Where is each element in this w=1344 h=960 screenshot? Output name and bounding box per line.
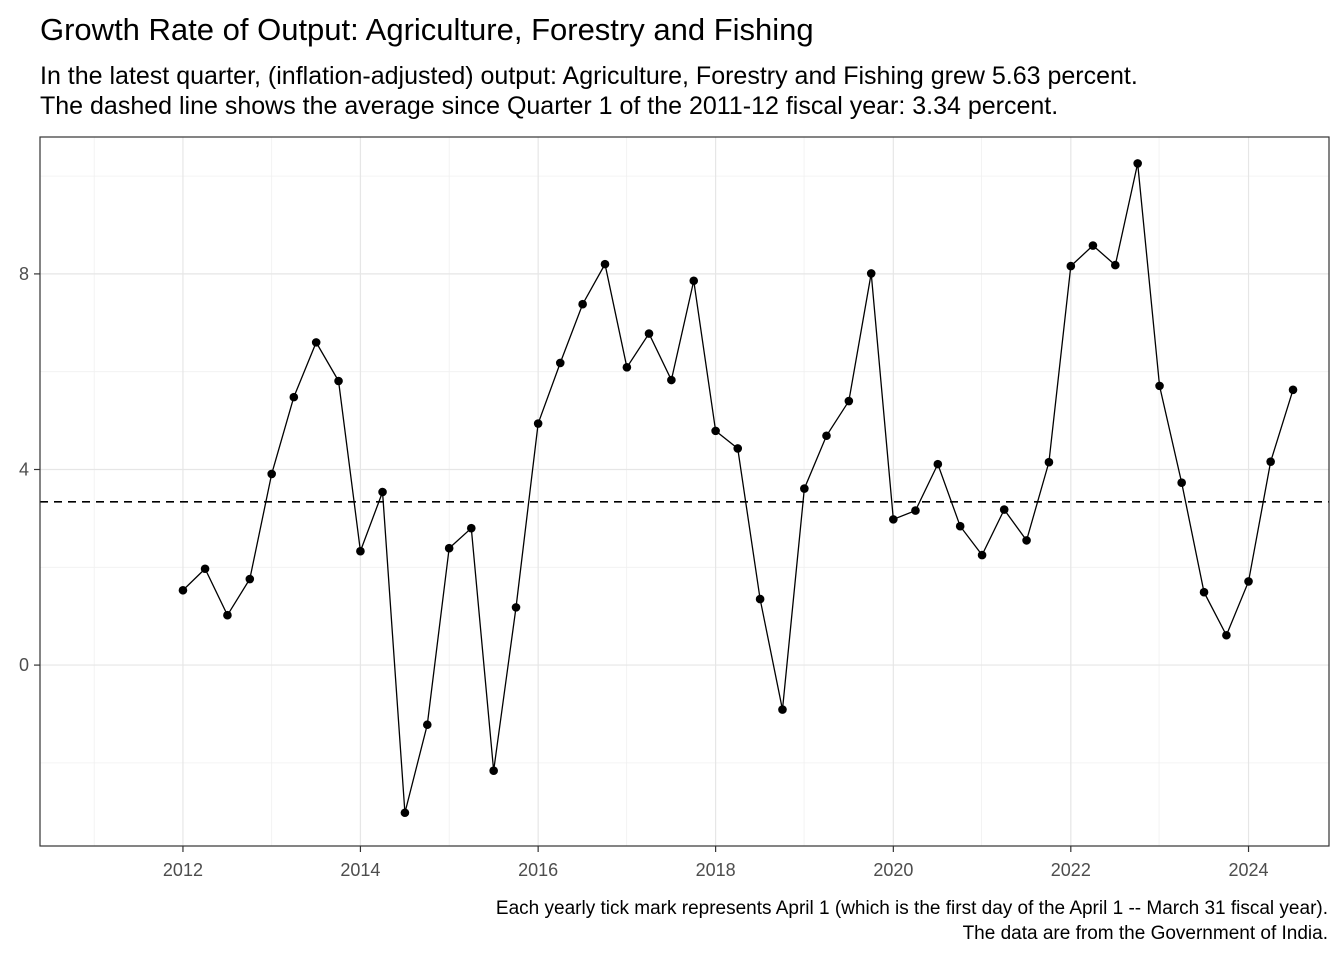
data-point xyxy=(977,550,987,560)
data-point xyxy=(1199,587,1209,597)
x-tick-label: 2024 xyxy=(1229,860,1269,880)
axes: 2012 2014 2016 2018 2020 2022 2024 0 4 8 xyxy=(19,264,1269,880)
data-point xyxy=(578,299,587,309)
data-point xyxy=(644,329,654,338)
data-point xyxy=(489,766,498,775)
growth-rate-line xyxy=(182,163,1294,813)
data-points xyxy=(178,159,1298,818)
caption-line-2: The data are from the Government of Indi… xyxy=(962,923,1328,944)
data-point xyxy=(1022,536,1031,545)
major-gridlines xyxy=(40,137,1329,846)
x-tick-label: 2020 xyxy=(873,860,913,880)
data-point xyxy=(223,610,232,620)
data-point xyxy=(689,276,699,286)
data-point xyxy=(289,392,299,402)
data-point xyxy=(622,363,632,372)
data-point xyxy=(1177,478,1186,487)
data-point xyxy=(822,431,831,441)
chart-title: Growth Rate of Output: Agriculture, Fore… xyxy=(40,12,814,47)
data-point xyxy=(1088,241,1098,250)
data-point xyxy=(311,338,321,347)
minor-gridlines xyxy=(40,137,1329,846)
chart-subtitle-line-2: The dashed line shows the average since … xyxy=(40,92,1059,120)
data-point xyxy=(444,543,454,553)
data-point xyxy=(1288,385,1298,395)
data-point xyxy=(1111,260,1120,270)
data-point xyxy=(711,426,720,436)
series-layer xyxy=(182,163,1294,813)
data-point xyxy=(933,459,943,469)
caption-line-1: Each yearly tick mark represents April 1… xyxy=(495,898,1328,919)
data-point xyxy=(555,358,565,368)
data-point xyxy=(1155,381,1164,391)
chart-subtitle-line-1: In the latest quarter, (inflation-adjust… xyxy=(40,62,1138,90)
data-point xyxy=(844,396,854,406)
y-tick-label: 0 xyxy=(19,655,29,675)
data-point xyxy=(1266,457,1275,466)
data-point xyxy=(533,419,543,428)
data-point xyxy=(1066,261,1076,271)
data-point xyxy=(667,375,676,385)
y-tick-label: 4 xyxy=(19,459,29,479)
data-point xyxy=(800,484,809,493)
x-tick-label: 2018 xyxy=(696,860,736,880)
data-point xyxy=(178,585,188,595)
data-point xyxy=(866,269,876,278)
x-tick-label: 2012 xyxy=(163,860,203,880)
x-tick-label: 2022 xyxy=(1051,860,1091,880)
data-point xyxy=(1133,159,1142,168)
data-point xyxy=(955,521,965,531)
data-point xyxy=(733,444,743,453)
y-tick-label: 8 xyxy=(19,264,29,284)
data-point xyxy=(200,564,210,574)
data-point xyxy=(511,603,521,612)
x-tick-label: 2016 xyxy=(518,860,558,880)
data-point xyxy=(378,487,387,497)
data-point xyxy=(889,515,898,524)
data-point xyxy=(1244,577,1253,586)
plot-panel-border xyxy=(39,136,1330,847)
data-point xyxy=(466,523,476,533)
data-point xyxy=(334,376,343,386)
data-point xyxy=(755,594,765,604)
data-point xyxy=(1222,630,1231,640)
data-point xyxy=(999,505,1009,514)
data-point xyxy=(267,469,276,479)
data-point xyxy=(911,506,920,515)
data-point xyxy=(245,574,255,584)
x-tick-label: 2014 xyxy=(340,860,380,880)
data-point xyxy=(778,705,787,714)
data-point xyxy=(422,720,432,730)
data-point xyxy=(400,808,410,818)
data-point xyxy=(1044,457,1054,467)
data-point xyxy=(600,259,610,269)
data-point xyxy=(356,546,365,556)
